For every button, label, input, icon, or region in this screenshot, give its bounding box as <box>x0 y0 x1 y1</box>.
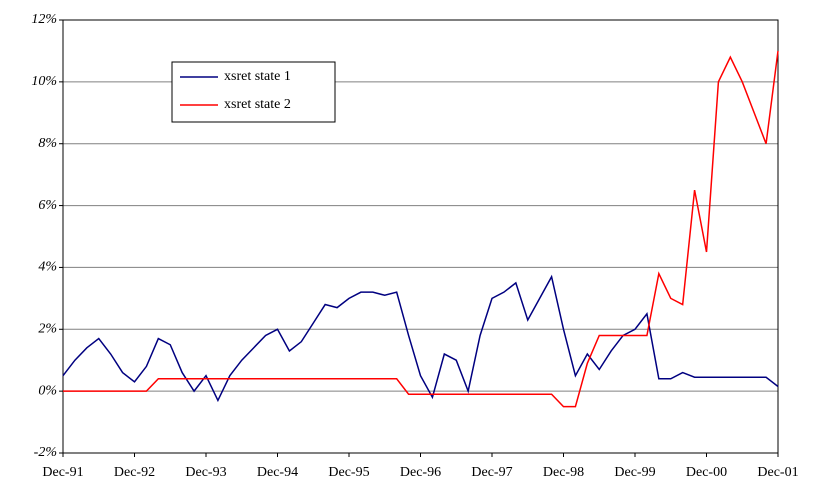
x-tick-label: Dec-01 <box>757 465 798 480</box>
y-tick-label: 6% <box>38 198 57 213</box>
y-tick-label: 4% <box>38 260 57 275</box>
series-line <box>62 274 779 403</box>
x-tick-label: Dec-00 <box>686 465 727 480</box>
legend-box <box>171 61 336 123</box>
x-tick-label: Dec-93 <box>185 465 226 480</box>
y-tick-label: -2% <box>34 445 57 460</box>
y-tick-label: 12% <box>31 12 57 27</box>
x-tick-label: Dec-97 <box>471 465 512 480</box>
x-tick-label: Dec-91 <box>42 465 83 480</box>
y-tick-label: 2% <box>38 322 57 337</box>
x-tick-label: Dec-98 <box>543 465 584 480</box>
plot-border <box>62 19 779 454</box>
x-tick-label: Dec-96 <box>400 465 441 480</box>
x-tick-label: Dec-92 <box>114 465 155 480</box>
x-tick-label: Dec-99 <box>614 465 655 480</box>
series-line <box>63 50 779 408</box>
x-tick-label: Dec-95 <box>328 465 369 480</box>
x-tick-label: Dec-94 <box>257 465 298 480</box>
y-tick-label: 0% <box>38 383 57 398</box>
y-tick-label: 10% <box>31 74 57 89</box>
y-tick-label: 8% <box>38 136 57 151</box>
legend-label: xsret state 2 <box>224 97 291 112</box>
legend-label: xsret state 1 <box>224 69 291 84</box>
